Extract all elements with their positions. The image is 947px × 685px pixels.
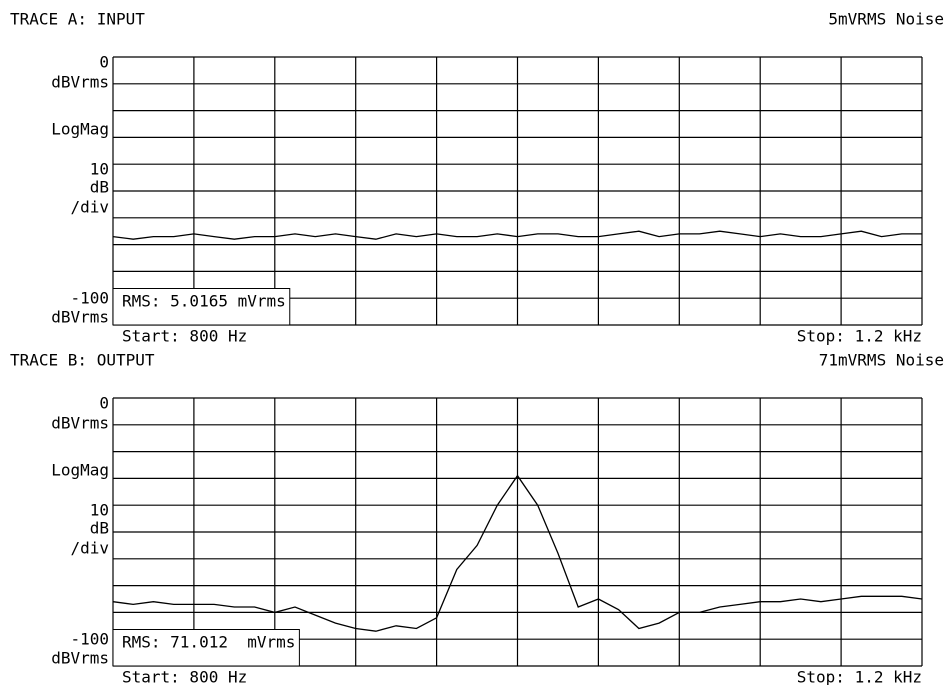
- x-tick-label: Start: 800 Hz: [122, 668, 247, 685]
- trace-title: TRACE A: INPUT: [10, 10, 145, 29]
- trace: [112, 230, 922, 240]
- y-unit: dBVrms: [51, 414, 109, 433]
- trace: [112, 474, 923, 632]
- rms-box: [112, 629, 300, 667]
- x-tick-label: Stop: 1.2 kHz: [797, 327, 922, 346]
- trace-note: 71mVRMS Noise: [819, 351, 944, 370]
- scale-suffix: /div: [70, 539, 109, 558]
- y-unit: dBVrms: [51, 73, 109, 92]
- scale-per-div: 10: [90, 501, 109, 520]
- y-tick-label: -100: [70, 630, 109, 649]
- y-tick-label: -100: [70, 289, 109, 308]
- rms-box: [112, 288, 291, 326]
- rms-readout: RMS: 5.0165 mVrms: [122, 292, 286, 311]
- y-unit: dBVrms: [51, 649, 109, 668]
- scale-suffix: /div: [70, 198, 109, 217]
- rms-readout: RMS: 71.012 mVrms: [122, 633, 295, 652]
- scale-unit: dB: [90, 519, 109, 538]
- x-tick-label: Start: 800 Hz: [122, 327, 247, 346]
- scale-per-div: 10: [90, 160, 109, 179]
- y-unit: dBVrms: [51, 308, 109, 327]
- y-tick-label: 0: [99, 394, 109, 413]
- trace-title: TRACE B: OUTPUT: [10, 351, 155, 370]
- format-label: LogMag: [51, 120, 109, 139]
- y-tick-label: 0: [99, 53, 109, 72]
- x-tick-label: Stop: 1.2 kHz: [797, 668, 922, 685]
- scale-unit: dB: [90, 178, 109, 197]
- format-label: LogMag: [51, 461, 109, 480]
- trace-note: 5mVRMS Noise: [828, 10, 944, 29]
